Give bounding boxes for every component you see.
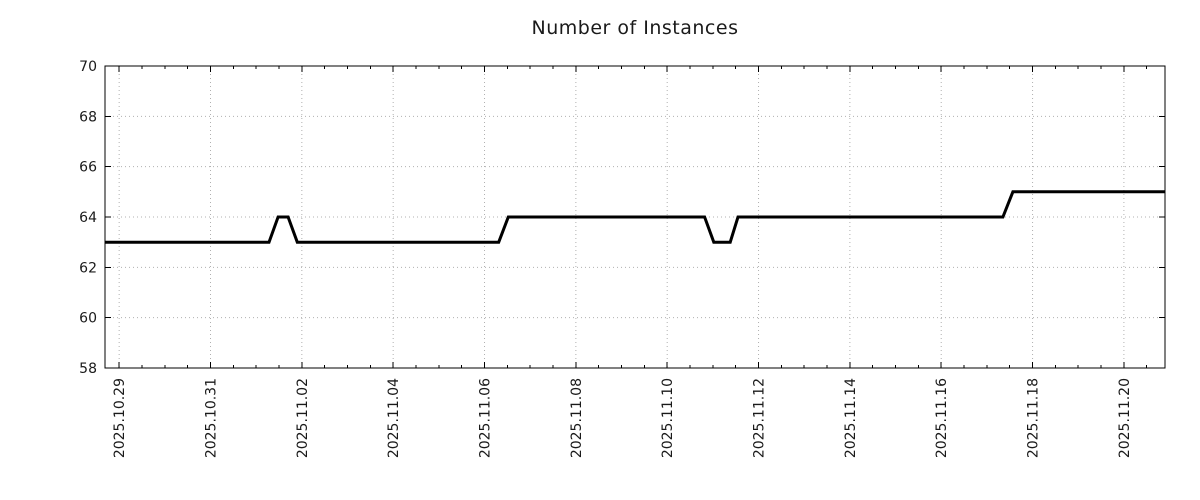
series-line: [105, 190, 1165, 244]
chart-title: Number of Instances: [531, 17, 739, 39]
x-tick-label: 2025.11.20: [1117, 378, 1133, 458]
x-tick-label: 2025.11.06: [478, 378, 494, 458]
x-tick-label: 2025.11.08: [569, 378, 585, 458]
y-tick-label: 68: [79, 109, 97, 125]
y-tick-label: 70: [79, 59, 97, 75]
x-tick-label: 2025.11.02: [295, 378, 311, 458]
x-tick-label: 2025.10.29: [112, 378, 128, 458]
x-tick-label: 2025.11.16: [934, 378, 950, 458]
y-tick-label: 62: [79, 260, 97, 276]
y-tick-label: 58: [79, 361, 97, 377]
x-tick-label: 2025.11.14: [843, 378, 859, 458]
x-tick-label: 2025.10.31: [204, 378, 220, 458]
x-tick-label: 2025.11.10: [660, 378, 676, 458]
x-tick-label: 2025.11.12: [752, 378, 768, 458]
x-tick-label: 2025.11.04: [386, 378, 402, 458]
y-tick-label: 66: [79, 160, 97, 176]
x-tick-label: 2025.11.18: [1026, 378, 1042, 458]
y-tick-label: 60: [79, 311, 97, 327]
y-tick-label: 64: [79, 210, 97, 226]
